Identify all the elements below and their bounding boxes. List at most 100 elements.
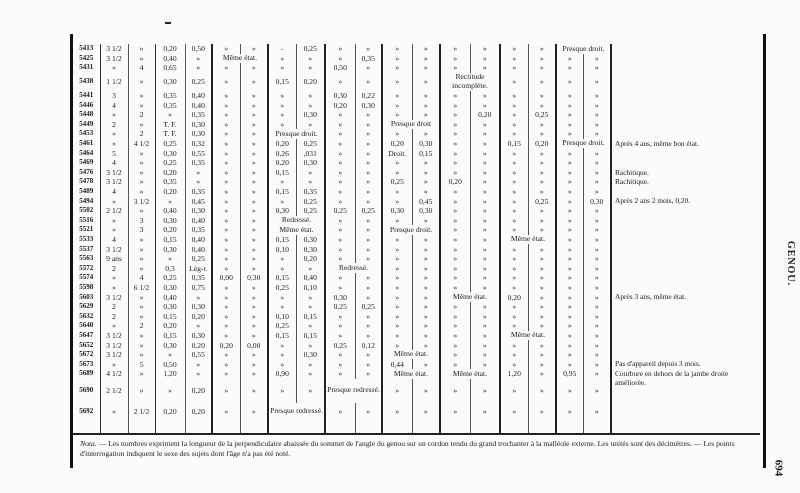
observation-note [610,157,761,168]
value-cell: » [381,196,412,206]
value-cell: » [469,311,500,322]
merged-cell: Presque redressé. [324,378,382,403]
value-cell: » [211,109,240,120]
value-cell: 0,25 [295,205,325,216]
value-cell: 0,20 [154,321,185,331]
value-cell: » [555,63,583,73]
value-cell: » [469,359,500,369]
value-cell: » [154,378,185,403]
value-cell: 0,20 [154,44,185,54]
table-row: 5425 3 1/2» 0,40» Même état.»»» 0,35»»»»»»»» [73,54,761,64]
value-cell: 0,10 [267,244,296,254]
value-cell: » [127,253,155,264]
table-row: 5461» 4 1/2 0,25 0,32»» 0,20 0,25»» 0,20 0,30»»… [73,139,761,149]
value-cell: » [411,100,440,110]
value-cell: » [411,263,440,274]
table-bottom-rule [73,433,760,435]
observation-note [610,100,761,110]
value-cell: » [469,349,500,360]
case-number: 5502 [79,206,94,215]
value-cell: » [211,205,240,216]
value-cell: 4 1/2 [99,369,128,379]
value-cell: 0,35 [184,225,212,235]
value-cell: 0,30 [154,148,185,158]
value-cell: » [239,253,268,264]
value-cell: 0,20 [267,157,296,168]
observation-note [610,109,761,120]
table-row: 5413 3 1/2» 0,20 0,50»» -0,25»»»»»»»» Presque… [73,44,761,54]
value-cell: » [439,402,470,435]
value-cell: » [469,138,500,149]
value-cell: » [324,369,355,379]
value-cell: » [582,148,611,158]
value-cell: 0,32 [184,138,212,149]
value-cell: 0,30 [381,205,412,216]
value-cell: » [411,72,440,91]
value-cell: » [127,90,155,101]
case-number: 5673 [79,359,94,368]
value-cell: » [527,119,556,130]
value-cell: » [381,292,412,302]
value-cell: » [324,167,355,178]
value-cell: 0,20 [267,138,296,149]
nota-text: — Les nombres expriment la longueur de l… [80,439,735,458]
value-cell: » [211,119,240,130]
value-cell: » [354,369,382,379]
value-cell: » [381,53,412,64]
value-cell: » [211,177,240,187]
value-cell: 2 [99,301,128,312]
value-cell: 0,22 [354,90,382,101]
value-cell: 9 ans [99,253,128,264]
value-cell: » [267,109,296,120]
value-cell: » [499,157,528,168]
value-cell: » [295,321,325,331]
value-cell: 3 1/2 [99,349,128,360]
value-cell: » [555,263,583,274]
value-cell: » [381,330,412,341]
value-cell: » [239,359,268,369]
table-row: 5537 3 1/2» 0,30 0,40»» 0,10 0,30»»»»»»»»»» [73,244,761,254]
value-cell: » [439,225,470,235]
section-title: GENOU. [785,240,797,287]
value-cell: » [239,129,268,139]
value-cell: » [555,378,583,403]
value-cell: » [324,72,355,91]
value-cell: » [127,234,155,245]
case-number: 5533 [79,234,94,243]
value-cell: » [469,148,500,158]
table-row: 5478 3 1/2» 0,35»»»»»»» 0,25» 0,20»»»»» Rachi… [73,177,761,187]
value-cell: » [499,253,528,264]
value-cell: » [211,157,240,168]
merged-cell: Presque droit. [267,129,325,139]
case-number: 5413 [79,44,94,53]
value-cell: » [99,63,128,73]
value-cell: 0,10 [267,311,296,322]
value-cell: Lég-r. [184,263,212,274]
value-cell: » [469,301,500,312]
table-row: 5640» 2 0,20»»» 0,25»»»»»»»»»»» [73,321,761,331]
case-number: 5632 [79,311,94,320]
merged-cell: Presque droit. [381,225,440,235]
case-number: 5449 [79,119,94,128]
value-cell: » [499,321,528,331]
value-cell: » [99,196,128,206]
value-cell: » [555,72,583,91]
value-cell: » [439,119,470,130]
value-cell: » [127,244,155,254]
table-row: 5692» 2 1/2 0,20 0,20»» Presque redressé.»»»… [73,402,761,435]
value-cell: » [555,234,583,245]
value-cell: 0,25 [154,273,185,283]
value-cell: » [211,148,240,158]
value-cell: » [582,63,611,73]
case-number: 5438 [79,77,94,86]
value-cell: » [354,44,382,54]
value-cell: 2 1/2 [99,378,128,403]
value-cell: » [469,215,500,226]
value-cell: » [469,402,500,435]
value-cell: » [239,63,268,73]
value-cell: » [527,72,556,91]
value-cell: 4 [127,63,155,73]
value-cell: » [555,177,583,187]
value-cell: 0,30 [324,292,355,302]
value-cell: » [295,378,325,403]
